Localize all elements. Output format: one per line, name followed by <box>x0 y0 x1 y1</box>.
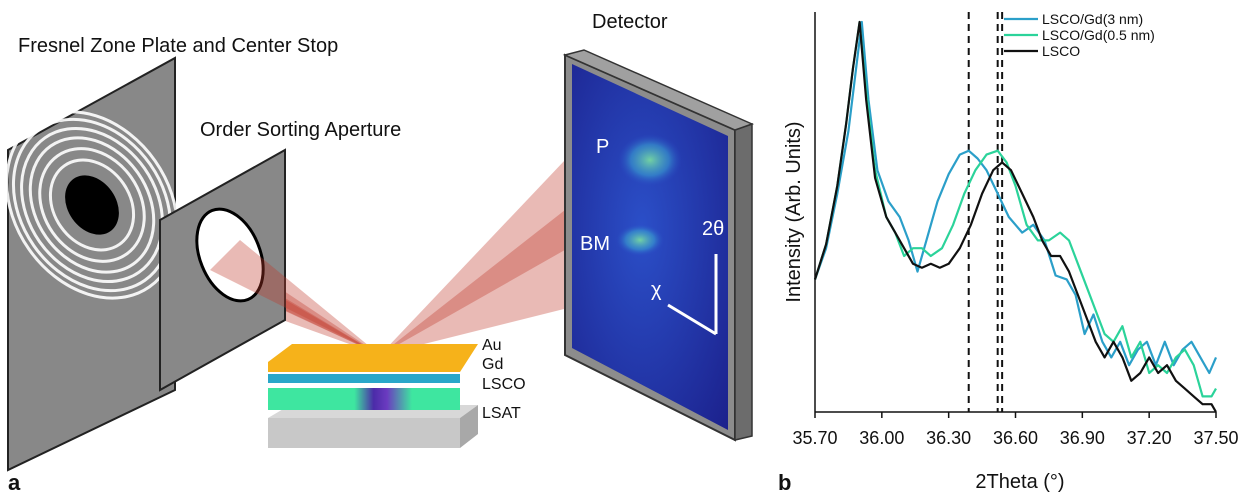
fzp-label: Fresnel Zone Plate and Center Stop <box>18 35 338 57</box>
x-tick-label-2: 36.30 <box>926 428 971 448</box>
fresnel-zone-plate <box>5 56 179 472</box>
layer-gd <box>268 374 460 383</box>
x-axis: 35.70 36.00 36.30 36.60 36.90 37.20 37.50 <box>792 411 1239 448</box>
detector-axes <box>667 254 718 336</box>
x-tick-label-4: 36.90 <box>1060 428 1105 448</box>
layer-label-au: Au <box>482 337 502 354</box>
axis-2theta-label: 2θ <box>702 218 724 240</box>
x-tick-label-3: 36.60 <box>993 428 1038 448</box>
series-line-0 <box>813 20 1218 375</box>
layer-label-gd: Gd <box>482 356 503 373</box>
layer-label-lsco: LSCO <box>482 376 526 393</box>
x-tick-label-1: 36.00 <box>859 428 904 448</box>
layer-au <box>268 344 478 372</box>
legend: LSCO/Gd(3 nm)LSCO/Gd(0.5 nm)LSCO <box>1004 11 1155 59</box>
panel-b-chart: 35.70 36.00 36.30 36.60 36.90 37.20 37.50 LSCO… <box>778 11 1239 495</box>
legend-label-1: LSCO/Gd(0.5 nm) <box>1042 27 1155 43</box>
x-tick-label-6: 37.50 <box>1193 428 1238 448</box>
bm-spot <box>616 224 664 256</box>
x-axis-label: 2Theta (°) <box>975 471 1064 493</box>
x-tick-label-0: 35.70 <box>792 428 837 448</box>
panel-b-letter: b <box>778 470 791 495</box>
p-spot <box>618 134 682 186</box>
sample-stack <box>268 344 478 448</box>
series-line-2 <box>813 20 1217 413</box>
detector <box>562 49 755 442</box>
center-stop <box>65 175 119 235</box>
legend-label-0: LSCO/Gd(3 nm) <box>1042 11 1143 27</box>
layer-lsco <box>268 388 460 410</box>
series-lines <box>813 20 1218 413</box>
vlines <box>967 12 1004 412</box>
detector-bm-label: BM <box>580 233 610 255</box>
aperture-hole <box>195 207 265 303</box>
panel-a-schematic: Fresnel Zone Plate and Center Stop Order… <box>5 11 755 495</box>
legend-label-2: LSCO <box>1042 43 1080 59</box>
y-axis-label: Intensity (Arb. Units) <box>783 121 805 302</box>
order-sorting-aperture <box>159 148 380 392</box>
detector-p-label: P <box>596 136 609 158</box>
axis-chi-label: χ <box>651 279 662 301</box>
series-line-1 <box>813 20 1217 398</box>
detector-label: Detector <box>592 11 668 33</box>
zone-rings <box>5 110 179 300</box>
x-tick-label-5: 37.20 <box>1127 428 1172 448</box>
osa-label: Order Sorting Aperture <box>200 119 401 141</box>
layer-lsat <box>268 418 460 448</box>
layer-label-lsat: LSAT <box>482 405 521 422</box>
panel-a-letter: a <box>8 470 21 495</box>
